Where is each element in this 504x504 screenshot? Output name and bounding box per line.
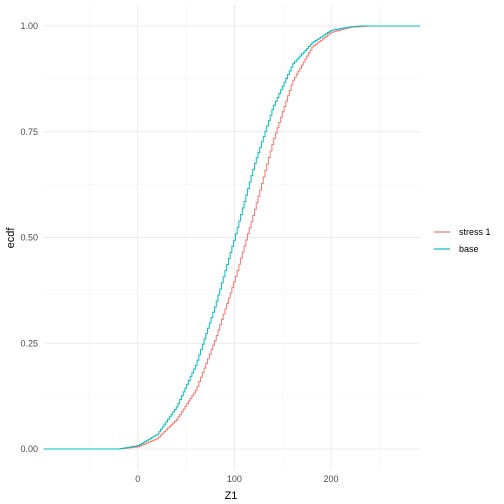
y-tick-label-1: 0.25 (20, 338, 38, 348)
series-line-stress-1 (44, 25, 420, 450)
legend: stress 1 base (434, 227, 491, 254)
major-grid (44, 5, 420, 470)
y-tick-label-2: 0.50 (20, 233, 38, 243)
legend-label-1: base (459, 244, 479, 254)
y-tick-label-3: 0.75 (20, 127, 38, 137)
x-tick-label-2: 200 (324, 474, 339, 484)
series-line-base (44, 25, 420, 450)
x-axis-title: Z1 (225, 490, 238, 502)
series-lines (44, 25, 420, 450)
y-tick-labels: 0.00 0.25 0.50 0.75 1.00 (20, 21, 38, 454)
x-tick-label-1: 100 (227, 474, 242, 484)
y-tick-label-4: 1.00 (20, 21, 38, 31)
y-tick-label-0: 0.00 (20, 444, 38, 454)
legend-label-0: stress 1 (459, 227, 491, 237)
x-tick-labels: 0 100 200 (135, 474, 338, 484)
y-axis-title: ecdf (5, 227, 17, 249)
x-tick-label-0: 0 (135, 474, 140, 484)
